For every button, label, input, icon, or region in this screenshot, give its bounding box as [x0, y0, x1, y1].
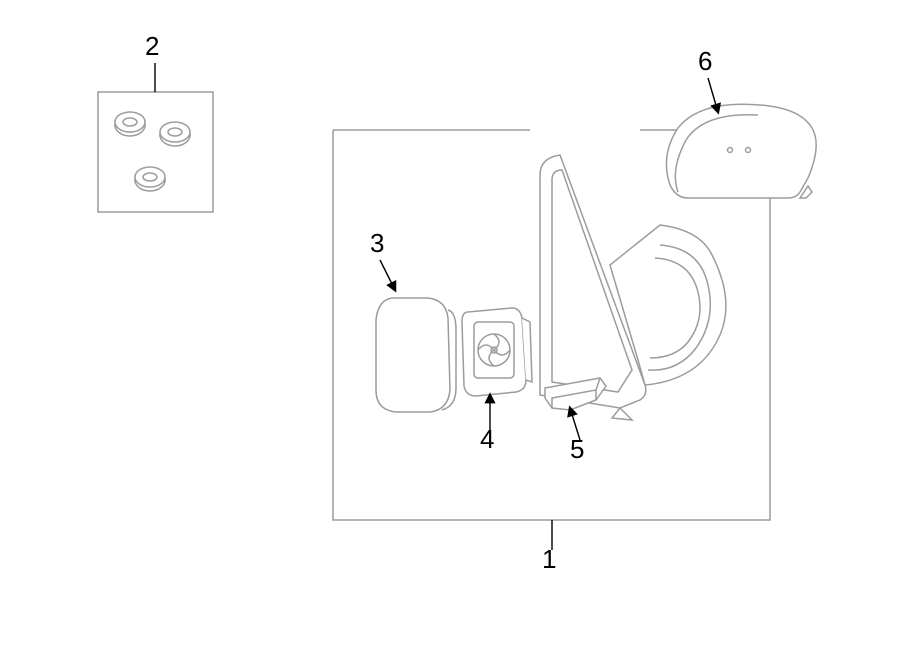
- callout-label-c6: 6: [698, 46, 712, 76]
- callout-label-c3: 3: [370, 228, 384, 258]
- nut-2: [160, 122, 190, 146]
- nuts-hardware-box: [98, 92, 213, 212]
- callout-label-c2: 2: [145, 31, 159, 61]
- callout-line-c3: [380, 260, 395, 290]
- nut-1: [115, 112, 145, 136]
- mirror-motor: [462, 308, 532, 396]
- callout-label-c4: 4: [480, 424, 494, 454]
- callout-label-c5: 5: [570, 434, 584, 464]
- callout-label-c1: 1: [542, 544, 556, 574]
- mirror-glass: [376, 298, 456, 412]
- nut-3: [135, 167, 165, 191]
- parts-diagram: 1 2 3 4 5 6: [0, 0, 900, 661]
- mirror-cover: [666, 104, 816, 198]
